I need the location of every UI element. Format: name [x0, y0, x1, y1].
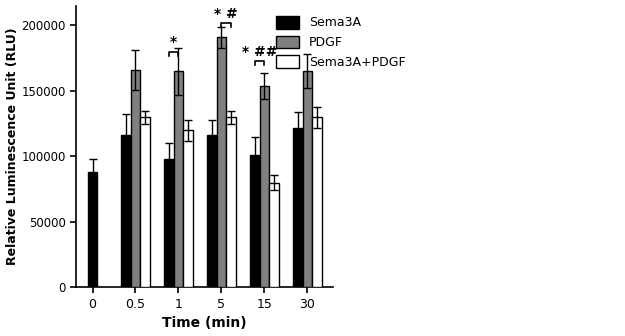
Bar [302, 71, 312, 288]
Bar [269, 183, 279, 288]
Bar [88, 172, 98, 288]
Y-axis label: Relative Luminescence Unit (RLU): Relative Luminescence Unit (RLU) [6, 28, 19, 265]
Text: * ##: * ## [242, 45, 278, 59]
Bar [293, 128, 302, 288]
Text: * #: * # [214, 7, 238, 21]
Bar [174, 71, 183, 288]
Text: *: * [170, 35, 177, 49]
X-axis label: Time (min): Time (min) [162, 317, 247, 330]
Bar [259, 86, 269, 288]
Bar [131, 70, 140, 288]
Bar [226, 117, 236, 288]
Bar [164, 159, 174, 288]
Bar [208, 135, 217, 288]
Bar [121, 135, 131, 288]
Bar [250, 155, 259, 288]
Bar [217, 37, 226, 288]
Bar [183, 130, 192, 288]
Legend: Sema3A, PDGF, Sema3A+PDGF: Sema3A, PDGF, Sema3A+PDGF [272, 12, 409, 73]
Bar [312, 117, 321, 288]
Bar [140, 117, 149, 288]
